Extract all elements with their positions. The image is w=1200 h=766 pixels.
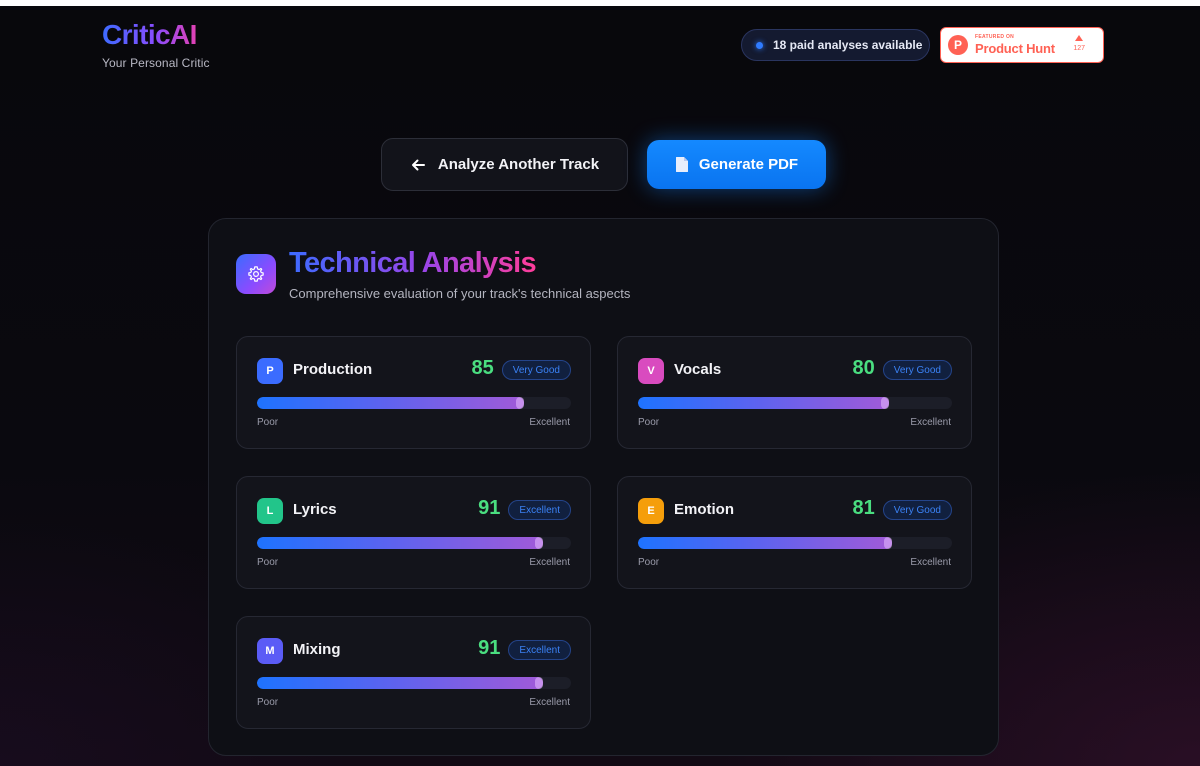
rating-badge: Excellent [508,500,571,520]
card-score: 81 [852,497,875,519]
analyze-another-track-button[interactable]: Analyze Another Track [381,138,628,191]
vote-count: 127 [1073,45,1085,52]
scale-high-label: Excellent [910,557,951,568]
scale-high-label: Excellent [910,417,951,428]
product-hunt-logo-icon: P [948,35,968,55]
generate-pdf-button[interactable]: Generate PDF [647,140,826,189]
brand-tagline: Your Personal Critic [102,56,210,70]
rating-badge: Very Good [501,360,571,380]
card-name: Production [293,361,373,378]
score-progress-track [257,537,571,549]
score-card-lyrics: L Lyrics 91 Excellent Poor Excellent [236,476,591,589]
panel-subtitle: Comprehensive evaluation of your track's… [289,286,631,301]
scale-low-label: Poor [638,557,660,568]
card-score: 80 [852,357,875,379]
score-card-mixing: M Mixing 91 Excellent Poor Excellent [236,616,591,729]
score-card-vocals: V Vocals 80 Very Good Poor Excellent [617,336,972,449]
rating-badge: Very Good [882,500,952,520]
card-letter-icon: P [257,358,283,384]
gear-icon [248,266,264,282]
product-hunt-votes: 127 [1073,35,1085,52]
scale-low-label: Poor [257,557,279,568]
logo[interactable]: CriticAI Your Personal Critic [102,18,210,70]
product-hunt-label: Product Hunt [975,41,1055,56]
scale-low-label: Poor [638,417,660,428]
panel-title: Technical Analysis [289,247,537,279]
paid-analyses-badge[interactable]: 18 paid analyses available [741,29,930,61]
scale-low-label: Poor [257,417,279,428]
score-progress-fill [638,537,893,549]
card-letter-icon: V [638,358,664,384]
arrow-left-icon [411,159,425,170]
score-progress-fill [638,397,890,409]
score-progress-fill [257,537,543,549]
score-progress-fill [257,677,543,689]
score-progress-track [257,397,571,409]
analyze-another-track-label: Analyze Another Track [437,156,600,173]
panel-icon-box [236,254,276,294]
score-card-emotion: E Emotion 81 Very Good Poor Excellent [617,476,972,589]
card-name: Lyrics [293,501,337,518]
card-letter-icon: M [257,638,283,664]
product-hunt-badge[interactable]: P FEATURED ON Product Hunt 127 [940,27,1104,63]
card-letter-icon: E [638,498,664,524]
technical-analysis-panel: Technical Analysis Comprehensive evaluat… [208,218,999,756]
rating-badge: Very Good [882,360,952,380]
top-strip [0,0,1200,6]
card-score: 91 [478,637,501,659]
score-card-production: P Production 85 Very Good Poor Excellent [236,336,591,449]
card-name: Vocals [674,361,722,378]
card-name: Mixing [293,641,341,658]
product-hunt-text: FEATURED ON Product Hunt [975,34,1055,56]
scale-high-label: Excellent [529,557,570,568]
card-letter-icon: L [257,498,283,524]
scale-high-label: Excellent [529,417,570,428]
scale-low-label: Poor [257,697,279,708]
paid-analyses-text: 18 paid analyses available [773,38,923,52]
brand-name: CriticAI [102,18,210,52]
rating-badge: Excellent [508,640,571,660]
generate-pdf-label: Generate PDF [698,156,799,173]
upvote-triangle-icon [1075,35,1084,41]
score-progress-track [638,537,952,549]
scale-high-label: Excellent [529,697,570,708]
card-name: Emotion [674,501,734,518]
score-progress-fill [257,397,524,409]
product-hunt-featured-label: FEATURED ON [975,34,1015,40]
score-progress-track [257,677,571,689]
document-icon [675,157,688,172]
status-dot-icon [756,41,763,49]
card-score: 85 [471,357,494,379]
card-score: 91 [478,497,501,519]
score-progress-track [638,397,952,409]
